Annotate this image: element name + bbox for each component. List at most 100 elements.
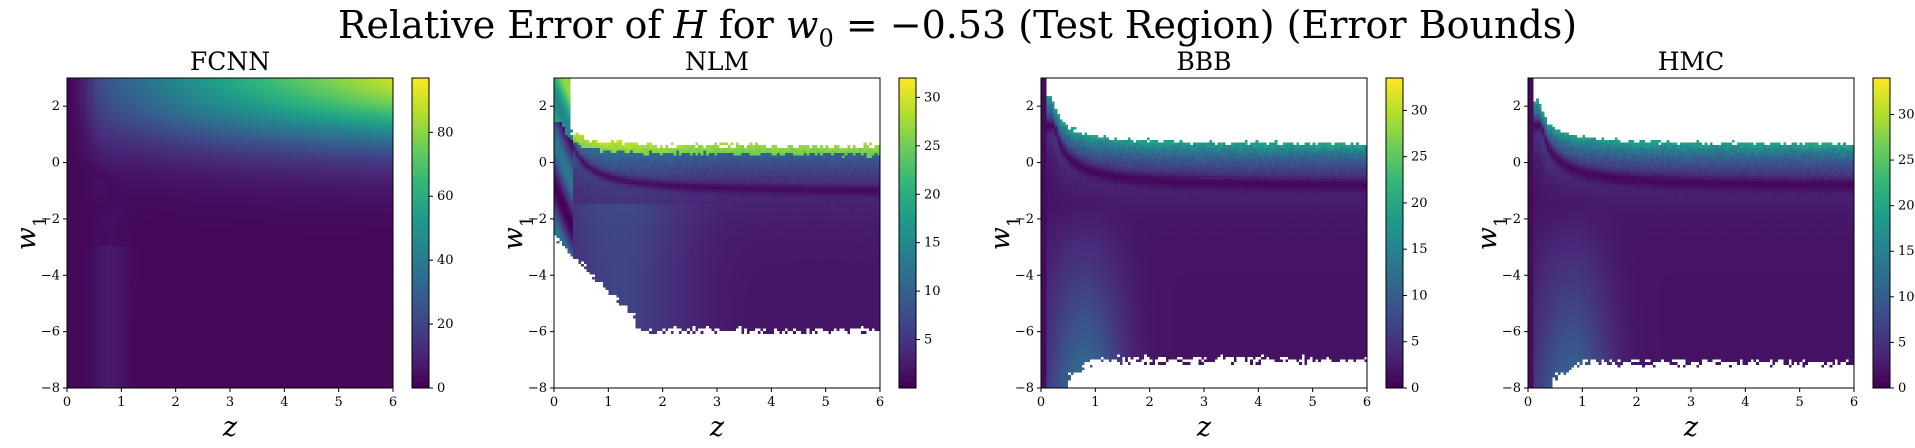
y-tick-label: −2: [1015, 212, 1034, 227]
y-tick-label: −8: [1502, 381, 1521, 396]
y-axis-label: w1: [11, 216, 51, 251]
colorbar-tick-label: 25: [1411, 150, 1428, 165]
y-tick-label: −2: [1502, 212, 1521, 227]
y-tick-label: −6: [41, 325, 60, 340]
colorbar-frame: [1385, 77, 1404, 389]
panel-title: NLM: [685, 47, 749, 76]
y-tick-label: 2: [539, 99, 547, 114]
panel-title: HMC: [1658, 47, 1725, 76]
x-axis-label: z: [1683, 412, 1699, 443]
colorbar-tick-label: 20: [1411, 196, 1428, 211]
x-tick-label: 3: [1687, 395, 1695, 410]
x-tick-label: 2: [1146, 395, 1154, 410]
colorbar-tick-label: 10: [924, 284, 941, 299]
colorbar-tick-label: 30: [1898, 107, 1915, 122]
y-tick-label: −6: [1015, 325, 1034, 340]
x-tick-label: 5: [822, 395, 830, 410]
y-tick-label: −6: [528, 325, 547, 340]
colorbar-tick-label: 25: [1898, 153, 1915, 168]
x-tick-label: 0: [63, 395, 71, 410]
x-tick-label: 4: [1741, 395, 1749, 410]
x-tick-label: 1: [1578, 395, 1586, 410]
colorbar-fcnn: 0 20 40 60 80: [411, 77, 454, 396]
y-tick-label: −8: [1015, 381, 1034, 396]
colorbar-frame: [898, 77, 917, 389]
y-tick-label: 0: [539, 156, 547, 171]
x-tick-label: 5: [1796, 395, 1804, 410]
colorbar-tick-label: 20: [924, 187, 941, 202]
x-axis-label: z: [222, 412, 238, 443]
colorbar-tick-label: 5: [1898, 335, 1906, 350]
colorbar-tick-label: 80: [437, 125, 454, 140]
x-tick-label: 3: [1200, 395, 1208, 410]
figure-title: Relative Error of H for w0 = −0.53 (Test…: [337, 3, 1578, 53]
colorbar-tick-label: 0: [1898, 381, 1906, 396]
y-tick-label: 0: [1513, 156, 1521, 171]
x-tick-label: 1: [117, 395, 125, 410]
colorbar-gradient: [899, 78, 916, 388]
x-tick-label: 6: [1363, 395, 1371, 410]
x-tick-label: 0: [1524, 395, 1532, 410]
x-tick-label: 6: [1850, 395, 1858, 410]
colorbar-tick-label: 30: [1411, 103, 1428, 118]
y-axis-label: w1: [1472, 216, 1512, 251]
colorbar-tick-label: 15: [1898, 244, 1915, 259]
y-axis-label: w1: [498, 216, 538, 251]
y-tick-label: 2: [52, 99, 60, 114]
colorbar-tick-label: 10: [1898, 290, 1915, 305]
x-tick-label: 5: [1309, 395, 1317, 410]
x-tick-label: 6: [389, 395, 397, 410]
y-tick-label: −4: [1502, 268, 1521, 283]
y-tick-label: 0: [52, 156, 60, 171]
x-tick-label: 0: [550, 395, 558, 410]
x-axis-label: z: [709, 412, 725, 443]
y-tick-label: 0: [1026, 156, 1034, 171]
colorbar-tick-label: 15: [1411, 242, 1428, 257]
x-tick-label: 3: [713, 395, 721, 410]
x-tick-label: 6: [876, 395, 884, 410]
colorbar-tick-label: 40: [437, 253, 454, 268]
heatmap-fcnn: [67, 78, 393, 388]
colorbar-tick-label: 30: [924, 90, 941, 105]
y-tick-label: −2: [528, 212, 547, 227]
colorbar-tick-label: 5: [924, 333, 932, 348]
x-tick-label: 1: [1091, 395, 1099, 410]
x-tick-label: 2: [1633, 395, 1641, 410]
heatmap-hmc: [1528, 78, 1854, 388]
colorbar-gradient: [1386, 78, 1403, 388]
y-tick-label: −8: [528, 381, 547, 396]
x-tick-label: 5: [335, 395, 343, 410]
y-axis-label: w1: [985, 216, 1025, 251]
x-tick-label: 2: [659, 395, 667, 410]
y-tick-label: 2: [1513, 99, 1521, 114]
colorbar-tick-label: 10: [1411, 288, 1428, 303]
x-tick-label: 4: [280, 395, 288, 410]
colorbar-hmc: 0 5 10 15 20 25 30: [1872, 77, 1915, 396]
colorbar-bbb: 0 5 10 15 20 25 30: [1385, 77, 1428, 396]
y-tick-label: −4: [1015, 268, 1034, 283]
x-tick-label: 1: [604, 395, 612, 410]
heatmap-bbb: [1041, 78, 1367, 388]
colorbar-tick-label: 15: [924, 236, 941, 251]
y-tick-label: −4: [528, 268, 547, 283]
x-tick-label: 4: [767, 395, 775, 410]
colorbar-tick-label: 20: [1898, 199, 1915, 214]
y-tick-label: −2: [41, 212, 60, 227]
panel-title: BBB: [1176, 47, 1231, 76]
colorbar-tick-label: 25: [924, 139, 941, 154]
panel-title: FCNN: [190, 47, 270, 76]
x-tick-label: 2: [172, 395, 180, 410]
x-axis-label: z: [1196, 412, 1212, 443]
x-tick-label: 0: [1037, 395, 1045, 410]
y-tick-label: 2: [1026, 99, 1034, 114]
colorbar-tick-label: 60: [437, 189, 454, 204]
colorbar-nlm: 5 10 15 20 25 30: [898, 77, 941, 389]
colorbar-tick-label: 5: [1411, 335, 1419, 350]
colorbar-gradient: [1873, 78, 1890, 388]
colorbar-gradient: [412, 78, 429, 388]
